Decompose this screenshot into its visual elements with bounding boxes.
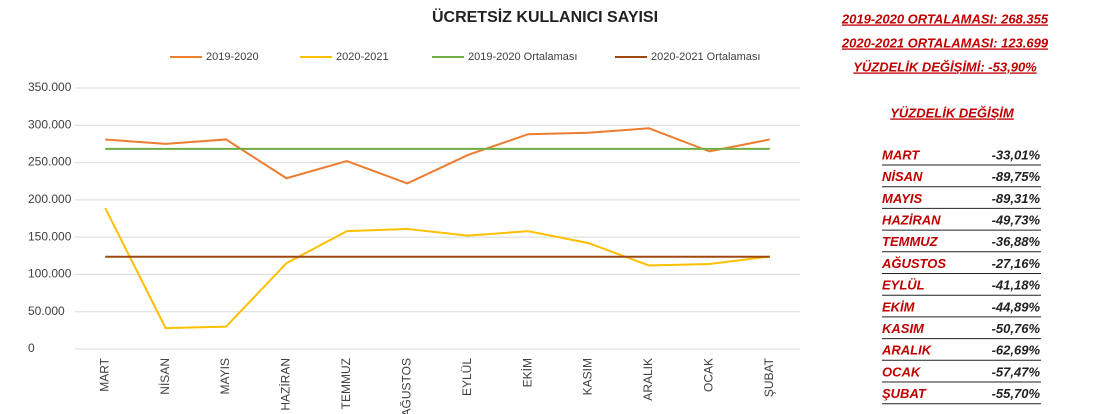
row-change: -49,73%	[992, 213, 1041, 228]
x-tick-label: NİSAN	[158, 358, 172, 395]
x-tick-label: TEMMUZ	[339, 358, 353, 409]
chart-title: ÜCRETSİZ KULLANICI SAYISI	[432, 7, 658, 26]
row-month: MART	[882, 147, 920, 162]
row-change: -89,31%	[992, 191, 1041, 206]
summary-line: YÜZDELİK DEĞİŞİMİ: -53,90%	[853, 59, 1037, 74]
row-month: MAYIS	[882, 191, 923, 206]
row-month: TEMMUZ	[882, 234, 939, 249]
x-tick-label: MAYIS	[218, 358, 232, 394]
row-change: -44,89%	[992, 299, 1041, 314]
legend-label: 2020-2021 Ortalaması	[651, 51, 760, 63]
y-tick-label: 200.000	[28, 192, 72, 206]
x-tick-label: ŞUBAT	[762, 357, 776, 397]
series-line	[105, 127, 770, 185]
row-change: -41,18%	[992, 278, 1041, 293]
x-tick-label: HAZİRAN	[279, 358, 293, 411]
x-tick-label: MART	[97, 357, 111, 391]
row-change: -50,76%	[992, 321, 1041, 336]
summary-line: 2020-2021 ORTALAMASI: 123.699	[841, 35, 1049, 50]
table-title: YÜZDELİK DEĞİŞİM	[890, 105, 1015, 120]
row-month: OCAK	[882, 364, 922, 379]
y-tick-label: 0	[28, 341, 35, 355]
x-tick-label: ARALIK	[641, 358, 655, 401]
x-tick-label: KASIM	[581, 358, 595, 395]
row-month: KASIM	[882, 321, 925, 336]
row-month: NİSAN	[882, 169, 923, 184]
row-change: -55,70%	[992, 386, 1041, 401]
row-change: -27,16%	[992, 256, 1041, 271]
row-change: -89,75%	[992, 169, 1041, 184]
y-tick-label: 50.000	[28, 304, 65, 318]
y-tick-label: 150.000	[28, 229, 72, 243]
x-tick-label: OCAK	[702, 358, 716, 392]
row-month: EKİM	[882, 299, 916, 314]
y-tick-label: 100.000	[28, 267, 72, 281]
legend-label: 2020-2021	[336, 51, 389, 63]
row-month: AĞUSTOS	[881, 256, 946, 271]
x-tick-label: EYLÜL	[460, 358, 474, 396]
row-month: HAZİRAN	[882, 213, 941, 228]
row-change: -62,69%	[992, 343, 1041, 358]
row-change: -57,47%	[992, 364, 1041, 379]
row-month: EYLÜL	[882, 278, 925, 293]
x-tick-label: AĞUSTOS	[398, 358, 413, 414]
row-change: -33,01%	[992, 147, 1041, 162]
x-tick-label: EKİM	[520, 358, 534, 387]
row-month: ARALIK	[881, 343, 933, 358]
y-tick-label: 350.000	[28, 80, 72, 94]
y-tick-label: 300.000	[28, 117, 72, 131]
legend-label: 2019-2020 Ortalaması	[468, 51, 577, 63]
series-line	[104, 207, 770, 330]
row-month: ŞUBAT	[882, 386, 927, 401]
y-tick-label: 250.000	[28, 155, 72, 169]
summary-line: 2019-2020 ORTALAMASI: 268.355	[841, 11, 1049, 26]
row-change: -36,88%	[992, 234, 1041, 249]
legend-label: 2019-2020	[206, 51, 259, 63]
